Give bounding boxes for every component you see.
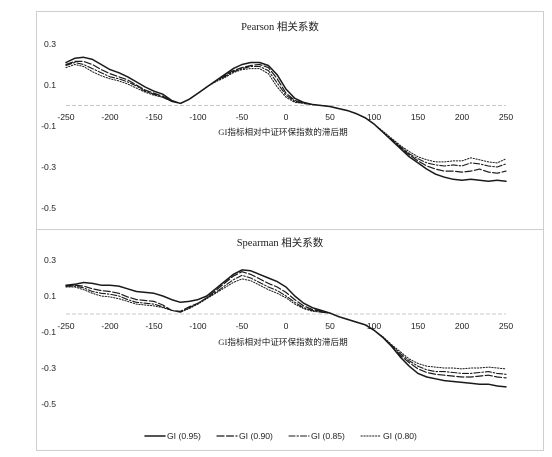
spearman-title: Spearman 相关系数 (237, 236, 324, 249)
legend-label: GI (0.90) (239, 431, 273, 441)
figure-frame (36, 11, 544, 451)
pearson-xtick-label: -50 (236, 112, 249, 122)
spearman-ytick-label: 0.1 (44, 291, 56, 301)
spearman-panel: Spearman 相关系数 GI指标相对中证环保指数的滞后期 0.3 0.1 -0.… (41, 236, 513, 409)
spearman-xtick-label: -50 (236, 321, 249, 331)
spearman-xtick-label: -250 (57, 321, 74, 331)
spearman-xtick-label: -150 (145, 321, 162, 331)
pearson-series-dashed (65, 60, 507, 174)
pearson-ytick-label: -0.5 (41, 203, 56, 213)
pearson-xtick-label: 150 (411, 112, 426, 122)
spearman-xtick-label: 150 (411, 321, 426, 331)
spearman-xtick-label: -200 (101, 321, 118, 331)
pearson-xlabel: GI指标相对中证环保指数的滞后期 (218, 126, 347, 137)
pearson-xtick-label: -250 (57, 112, 74, 122)
pearson-xtick-label: 250 (499, 112, 514, 122)
pearson-xtick-label: 50 (325, 112, 335, 122)
spearman-xlabel: GI指标相对中证环保指数的滞后期 (218, 336, 347, 347)
spearman-xtick-label: 250 (499, 321, 514, 331)
pearson-series-dashdot (65, 61, 507, 168)
spearman-xtick-label: 100 (367, 321, 382, 331)
spearman-ytick-label: -0.5 (41, 399, 56, 409)
spearman-series-dashed (65, 271, 507, 379)
pearson-series-solid (65, 56, 507, 183)
pearson-ytick-label: 0.3 (44, 39, 56, 49)
spearman-series-solid (65, 269, 507, 388)
pearson-ytick-label: 0.1 (44, 80, 56, 90)
spearman-xtick-label: 0 (284, 321, 289, 331)
legend-label: GI (0.80) (383, 431, 417, 441)
spearman-series-dotted (65, 278, 507, 370)
spearman-ytick-label: 0.3 (44, 255, 56, 265)
pearson-panel: Pearson 相关系数 GI指标相对中证环保指数的滞后期 0.3 0.1 -0.1… (41, 20, 513, 213)
pearson-series-dotted (65, 64, 507, 164)
pearson-title: Pearson 相关系数 (241, 20, 319, 33)
spearman-series-dashdot (65, 274, 507, 375)
pearson-xtick-label: 100 (367, 112, 382, 122)
pearson-xtick-label: -100 (189, 112, 206, 122)
pearson-xtick-label: -200 (101, 112, 118, 122)
pearson-ytick-label: -0.3 (41, 162, 56, 172)
pearson-xtick-label: -150 (145, 112, 162, 122)
panel-divider (36, 229, 544, 230)
spearman-xtick-label: -100 (189, 321, 206, 331)
spearman-xtick-label: 200 (455, 321, 470, 331)
pearson-xtick-label: 200 (455, 112, 470, 122)
spearman-ytick-label: -0.1 (41, 327, 56, 337)
pearson-xtick-label: 0 (284, 112, 289, 122)
legend-label: GI (0.85) (311, 431, 345, 441)
spearman-ytick-label: -0.3 (41, 363, 56, 373)
legend-label: GI (0.95) (167, 431, 201, 441)
legend: GI (0.95) GI (0.90) GI (0.85) GI (0.80) (144, 431, 417, 441)
pearson-ytick-label: -0.1 (41, 121, 56, 131)
spearman-xtick-label: 50 (325, 321, 335, 331)
